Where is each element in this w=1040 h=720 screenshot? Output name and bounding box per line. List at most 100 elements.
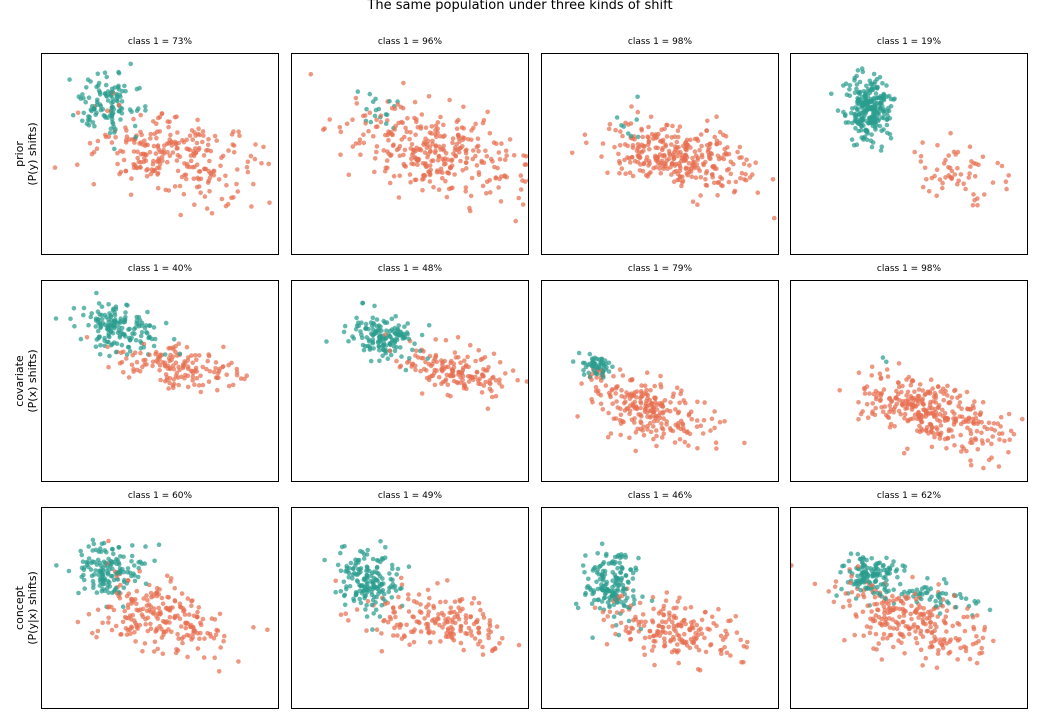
class-0-point — [213, 360, 219, 365]
class-1-point — [858, 587, 863, 593]
class-0-point — [972, 197, 977, 203]
class-0-point — [979, 420, 984, 425]
class-0-point — [920, 396, 925, 402]
class-1-point — [860, 69, 866, 75]
class-1-point — [156, 542, 162, 547]
class-0-point — [518, 187, 524, 192]
class-1-point — [376, 344, 381, 349]
class-0-point — [865, 603, 870, 608]
class-1-point — [108, 328, 114, 334]
class-0-point — [943, 614, 949, 619]
class-1-point — [576, 350, 582, 356]
class-0-point — [129, 598, 135, 604]
class-1-point — [886, 108, 892, 114]
class-0-point — [663, 598, 669, 603]
class-0-point — [594, 375, 599, 380]
class-0-point — [595, 388, 601, 393]
class-0-point — [468, 342, 473, 348]
class-1-point — [94, 110, 99, 115]
class-0-point — [980, 399, 986, 405]
class-1-point — [363, 593, 368, 598]
class-0-point — [929, 411, 935, 416]
class-1-point — [139, 323, 145, 328]
class-1-point — [129, 109, 134, 115]
class-0-point — [902, 415, 907, 421]
class-1-point — [106, 302, 111, 307]
class-0-point — [936, 582, 941, 587]
class-0-point — [696, 647, 702, 653]
class-0-point — [208, 148, 214, 154]
class-1-point — [384, 328, 389, 333]
class-0-point — [654, 443, 659, 449]
class-0-point — [194, 357, 199, 363]
class-0-point — [207, 158, 212, 164]
class-1-point — [858, 579, 864, 584]
class-1-point — [137, 85, 142, 91]
class-0-point — [175, 145, 180, 151]
class-0-point — [638, 412, 643, 417]
class-0-point — [680, 174, 685, 180]
class-0-point — [694, 424, 700, 429]
class-0-point — [465, 137, 471, 142]
class-1-point — [130, 543, 135, 548]
class-0-point — [176, 364, 181, 370]
class-1-point — [606, 561, 612, 566]
class-1-point — [959, 595, 964, 601]
class-0-point — [945, 393, 950, 398]
class-1-point — [85, 77, 91, 82]
class-1-point — [957, 591, 963, 597]
class-1-point — [582, 570, 587, 575]
class-0-point — [912, 149, 917, 155]
class-1-point — [119, 106, 125, 112]
class-0-point — [113, 623, 119, 629]
class-0-point — [374, 117, 379, 123]
class-0-point — [196, 184, 202, 189]
class-1-point — [389, 562, 395, 568]
class-0-point — [617, 143, 623, 148]
class-1-point — [364, 583, 369, 589]
class-1-point — [364, 602, 369, 608]
class-0-point — [628, 603, 634, 609]
class-1-point — [95, 97, 100, 103]
class-1-point — [402, 334, 408, 340]
class-0-point — [627, 411, 632, 417]
class-0-point — [885, 610, 891, 616]
class-0-point — [175, 152, 181, 158]
class-0-point — [705, 118, 710, 124]
class-0-point — [408, 130, 413, 135]
class-1-point — [100, 565, 106, 571]
class-0-point — [722, 645, 727, 650]
class-1-point — [81, 577, 87, 583]
class-1-point — [859, 114, 865, 119]
class-0-point — [629, 377, 635, 383]
class-0-point — [452, 145, 458, 150]
class-0-point — [267, 200, 272, 205]
class-0-point — [936, 405, 941, 411]
class-0-point — [959, 414, 965, 420]
class-0-point — [397, 153, 403, 159]
class-0-point — [644, 387, 649, 393]
class-0-point — [142, 641, 148, 646]
class-0-point — [703, 177, 708, 182]
class-0-point — [974, 428, 980, 434]
class-0-point — [935, 427, 940, 432]
class-0-point — [948, 637, 953, 642]
class-1-point — [86, 544, 91, 549]
class-0-point — [117, 596, 123, 601]
class-0-point — [435, 130, 440, 135]
class-0-point — [196, 383, 202, 388]
class-0-point — [442, 358, 447, 364]
class-1-point — [426, 323, 432, 328]
class-1-point — [364, 564, 370, 569]
class-0-point — [944, 608, 950, 613]
class-0-point — [473, 121, 478, 127]
class-0-point — [84, 335, 90, 340]
class-0-point — [997, 437, 1002, 442]
class-0-point — [475, 136, 481, 141]
scatter-plot-area — [324, 300, 529, 411]
class-0-point — [640, 428, 645, 433]
class-0-point — [914, 640, 920, 646]
class-0-point — [469, 175, 475, 181]
class-0-point — [413, 156, 418, 161]
class-0-point — [671, 154, 676, 159]
